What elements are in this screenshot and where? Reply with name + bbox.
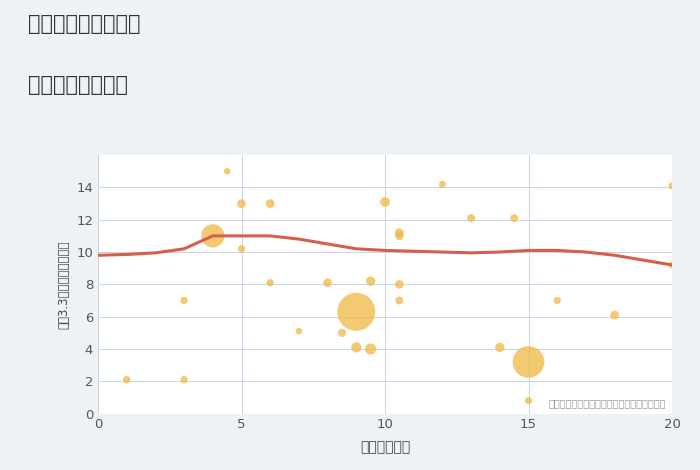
Point (666, 261, 678, 269)
Point (236, 200, 247, 207)
Point (351, 344, 362, 351)
Point (509, 214, 520, 222)
Point (494, 344, 505, 351)
Point (609, 311, 620, 319)
Point (207, 232, 218, 240)
Point (121, 376, 132, 384)
X-axis label: 駅距離（分）: 駅距離（分） (360, 440, 410, 454)
Point (552, 297, 563, 304)
Point (236, 245, 247, 252)
Point (265, 200, 276, 207)
Point (393, 297, 405, 304)
Point (178, 297, 190, 304)
Point (523, 358, 534, 366)
Point (222, 167, 233, 175)
Point (393, 232, 405, 240)
Text: 円の大きさは、取引のあった物件面積を示す: 円の大きさは、取引のあった物件面積を示す (549, 398, 666, 408)
Point (466, 214, 477, 222)
Point (393, 229, 405, 236)
Point (365, 345, 377, 352)
Point (265, 279, 276, 287)
Point (379, 198, 391, 206)
Point (337, 329, 348, 337)
Point (523, 397, 534, 404)
Point (393, 281, 405, 288)
Point (666, 182, 678, 189)
Point (351, 308, 362, 315)
Point (365, 277, 377, 285)
Point (293, 328, 304, 335)
Text: 駅距離別土地価格: 駅距離別土地価格 (28, 75, 128, 95)
Y-axis label: 坪（3.3㎡）単価（万円）: 坪（3.3㎡）単価（万円） (57, 240, 71, 329)
Point (322, 279, 333, 287)
Point (437, 180, 448, 188)
Text: 岐阜県関市尾太町の: 岐阜県関市尾太町の (28, 14, 141, 34)
Point (178, 376, 190, 384)
